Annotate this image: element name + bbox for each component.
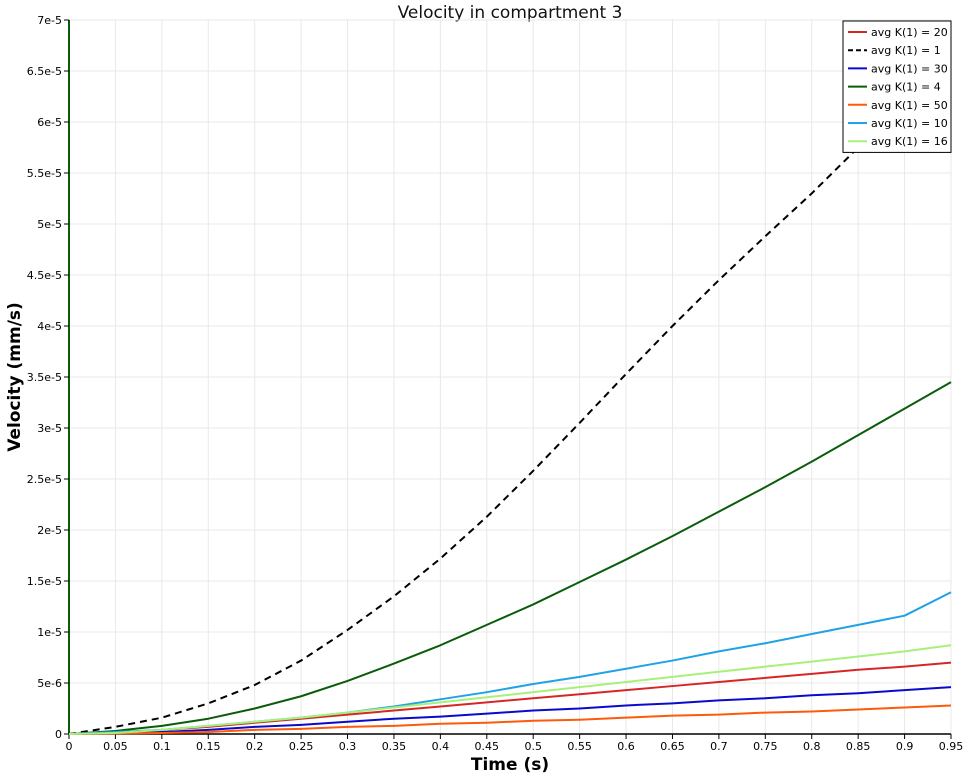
y-tick-label: 5e-6 (37, 677, 62, 690)
y-tick-label: 7e-5 (37, 14, 62, 27)
x-tick-label: 0.1 (153, 740, 171, 753)
y-tick-label: 0 (55, 728, 62, 741)
x-tick-label: 0.8 (803, 740, 821, 753)
series-line-6 (68, 644, 952, 735)
x-tick-label: 0.65 (660, 740, 685, 753)
chart-title: Velocity in compartment 3 (398, 3, 623, 23)
y-axis-label: Velocity (mm/s) (5, 302, 25, 452)
x-tick-label: 0.75 (753, 740, 778, 753)
legend: avg K(1) = 20 avg K(1) = 1 avg K(1) = 30 av… (842, 20, 952, 153)
x-tick-label: 0.9 (896, 740, 914, 753)
legend-label: avg K(1) = 1 (871, 44, 941, 57)
legend-label: avg K(1) = 20 (871, 26, 948, 39)
x-tick-label: 0.45 (475, 740, 500, 753)
y-tick-label: 1.5e-5 (27, 575, 62, 588)
legend-label: avg K(1) = 50 (871, 99, 948, 112)
series-line-0 (68, 661, 952, 735)
legend-label: avg K(1) = 4 (871, 81, 941, 94)
x-tick-label: 0.4 (432, 740, 450, 753)
y-tick-label: 5.5e-5 (27, 167, 62, 180)
x-tick-label: 0.5 (524, 740, 542, 753)
x-tick-label: 0.3 (339, 740, 357, 753)
y-tick-label: 2.5e-5 (27, 473, 62, 486)
y-tick-label: 1e-5 (37, 626, 62, 639)
x-axis-ticks: 0 0.05 0.1 0.15 0.2 0.25 0.3 0.35 0.4 0.45 0.5 0.55… (66, 734, 964, 753)
x-tick-label: 0.35 (382, 740, 407, 753)
x-axis-label: Time (s) (471, 755, 549, 775)
legend-label: avg K(1) = 16 (871, 135, 948, 148)
x-tick-label: 0.85 (846, 740, 871, 753)
y-axis-ticks: 0 5e-6 1e-5 1.5e-5 2e-5 2.5e-5 3e-5 3.5e-5 4e-5 4… (27, 14, 69, 741)
x-tick-label: 0.05 (103, 740, 128, 753)
x-tick-label: 0.6 (617, 740, 635, 753)
legend-label: avg K(1) = 30 (871, 62, 948, 75)
x-tick-label: 0.15 (196, 740, 221, 753)
x-tick-label: 0.2 (246, 740, 264, 753)
y-tick-label: 4e-5 (37, 320, 62, 333)
series-line-4 (68, 704, 952, 735)
series-line-1 (68, 60, 952, 735)
x-tick-label: 0.55 (567, 740, 592, 753)
x-tick-label: 0 (66, 740, 73, 753)
y-tick-label: 6e-5 (37, 116, 62, 129)
y-tick-label: 4.5e-5 (27, 269, 62, 282)
grid-lines (68, 19, 952, 735)
x-tick-label: 0.25 (289, 740, 314, 753)
x-tick-label: 0.95 (939, 740, 964, 753)
y-tick-label: 3e-5 (37, 422, 62, 435)
y-tick-label: 5e-5 (37, 218, 62, 231)
y-tick-label: 2e-5 (37, 524, 62, 537)
series-lines (68, 60, 952, 735)
x-tick-label: 0.7 (710, 740, 728, 753)
y-tick-label: 6.5e-5 (27, 65, 62, 78)
y-tick-label: 3.5e-5 (27, 371, 62, 384)
series-line-2 (68, 686, 952, 735)
legend-label: avg K(1) = 10 (871, 117, 948, 130)
series-line-3 (68, 381, 952, 735)
